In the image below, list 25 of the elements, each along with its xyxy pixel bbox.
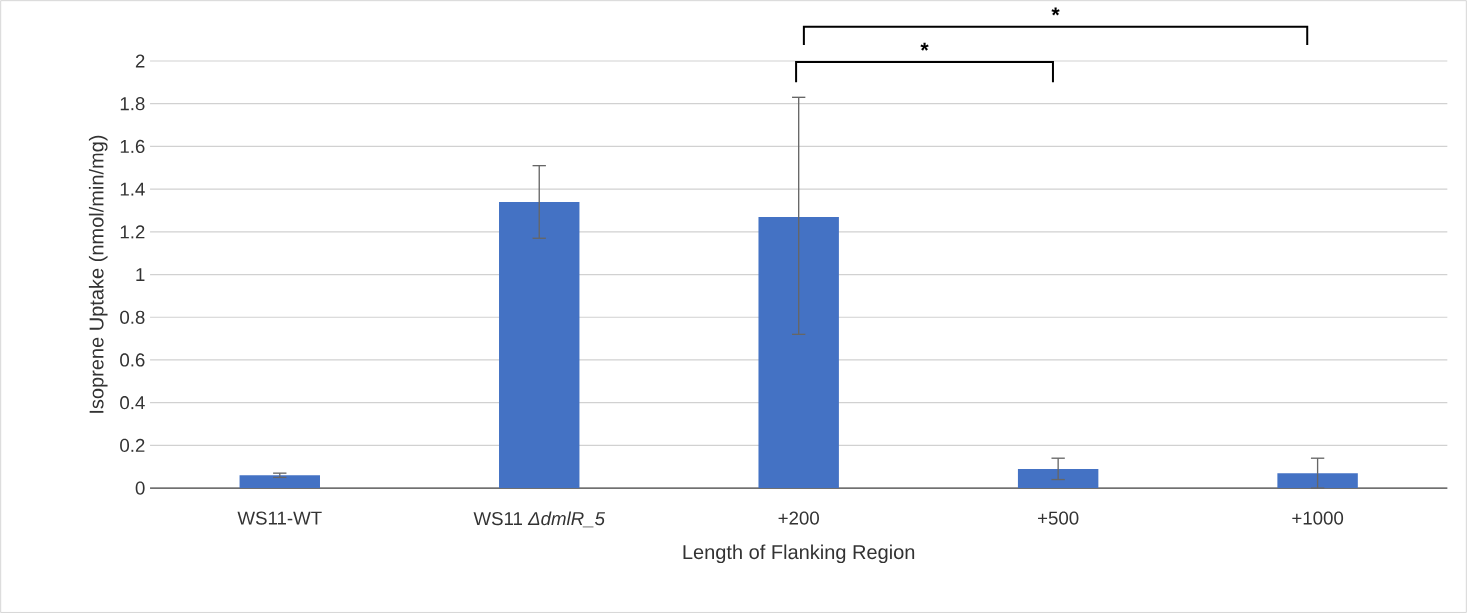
x-tick-label: +200 xyxy=(778,511,819,525)
text: * xyxy=(920,42,929,51)
x-tick-label: WS11-WT xyxy=(237,511,322,525)
bar xyxy=(758,216,839,489)
y-tick-label: 2 xyxy=(135,54,145,68)
y-tick-label: 0.8 xyxy=(120,310,145,324)
y-tick-label: 1.8 xyxy=(120,97,145,111)
y-axis-title: Isoprene Uptake (nmol/min/mg) xyxy=(88,135,108,413)
y-tick-label: 1 xyxy=(136,268,145,281)
y-tick-label: 0.6 xyxy=(120,353,145,367)
y-tick-label: 0.4 xyxy=(120,395,145,410)
y-tick-label: 1.6 xyxy=(120,139,145,153)
bar xyxy=(239,475,320,489)
x-tick-label: +500 xyxy=(1038,511,1079,525)
bar xyxy=(499,201,580,489)
y-tick-label: 0.2 xyxy=(120,438,145,452)
x-tick-label: +1000 xyxy=(1292,511,1344,525)
bar xyxy=(1017,468,1099,489)
text: * xyxy=(1051,7,1060,16)
x-tick-label: WS11 ΔdmlR_5 xyxy=(473,511,605,528)
bar xyxy=(1277,473,1358,489)
y-tick-label: 1.2 xyxy=(120,225,145,239)
x-axis-title: Length of Flanking Region xyxy=(683,544,915,564)
y-tick-label: 0 xyxy=(135,481,145,495)
y-tick-label: 1.4 xyxy=(120,182,145,196)
